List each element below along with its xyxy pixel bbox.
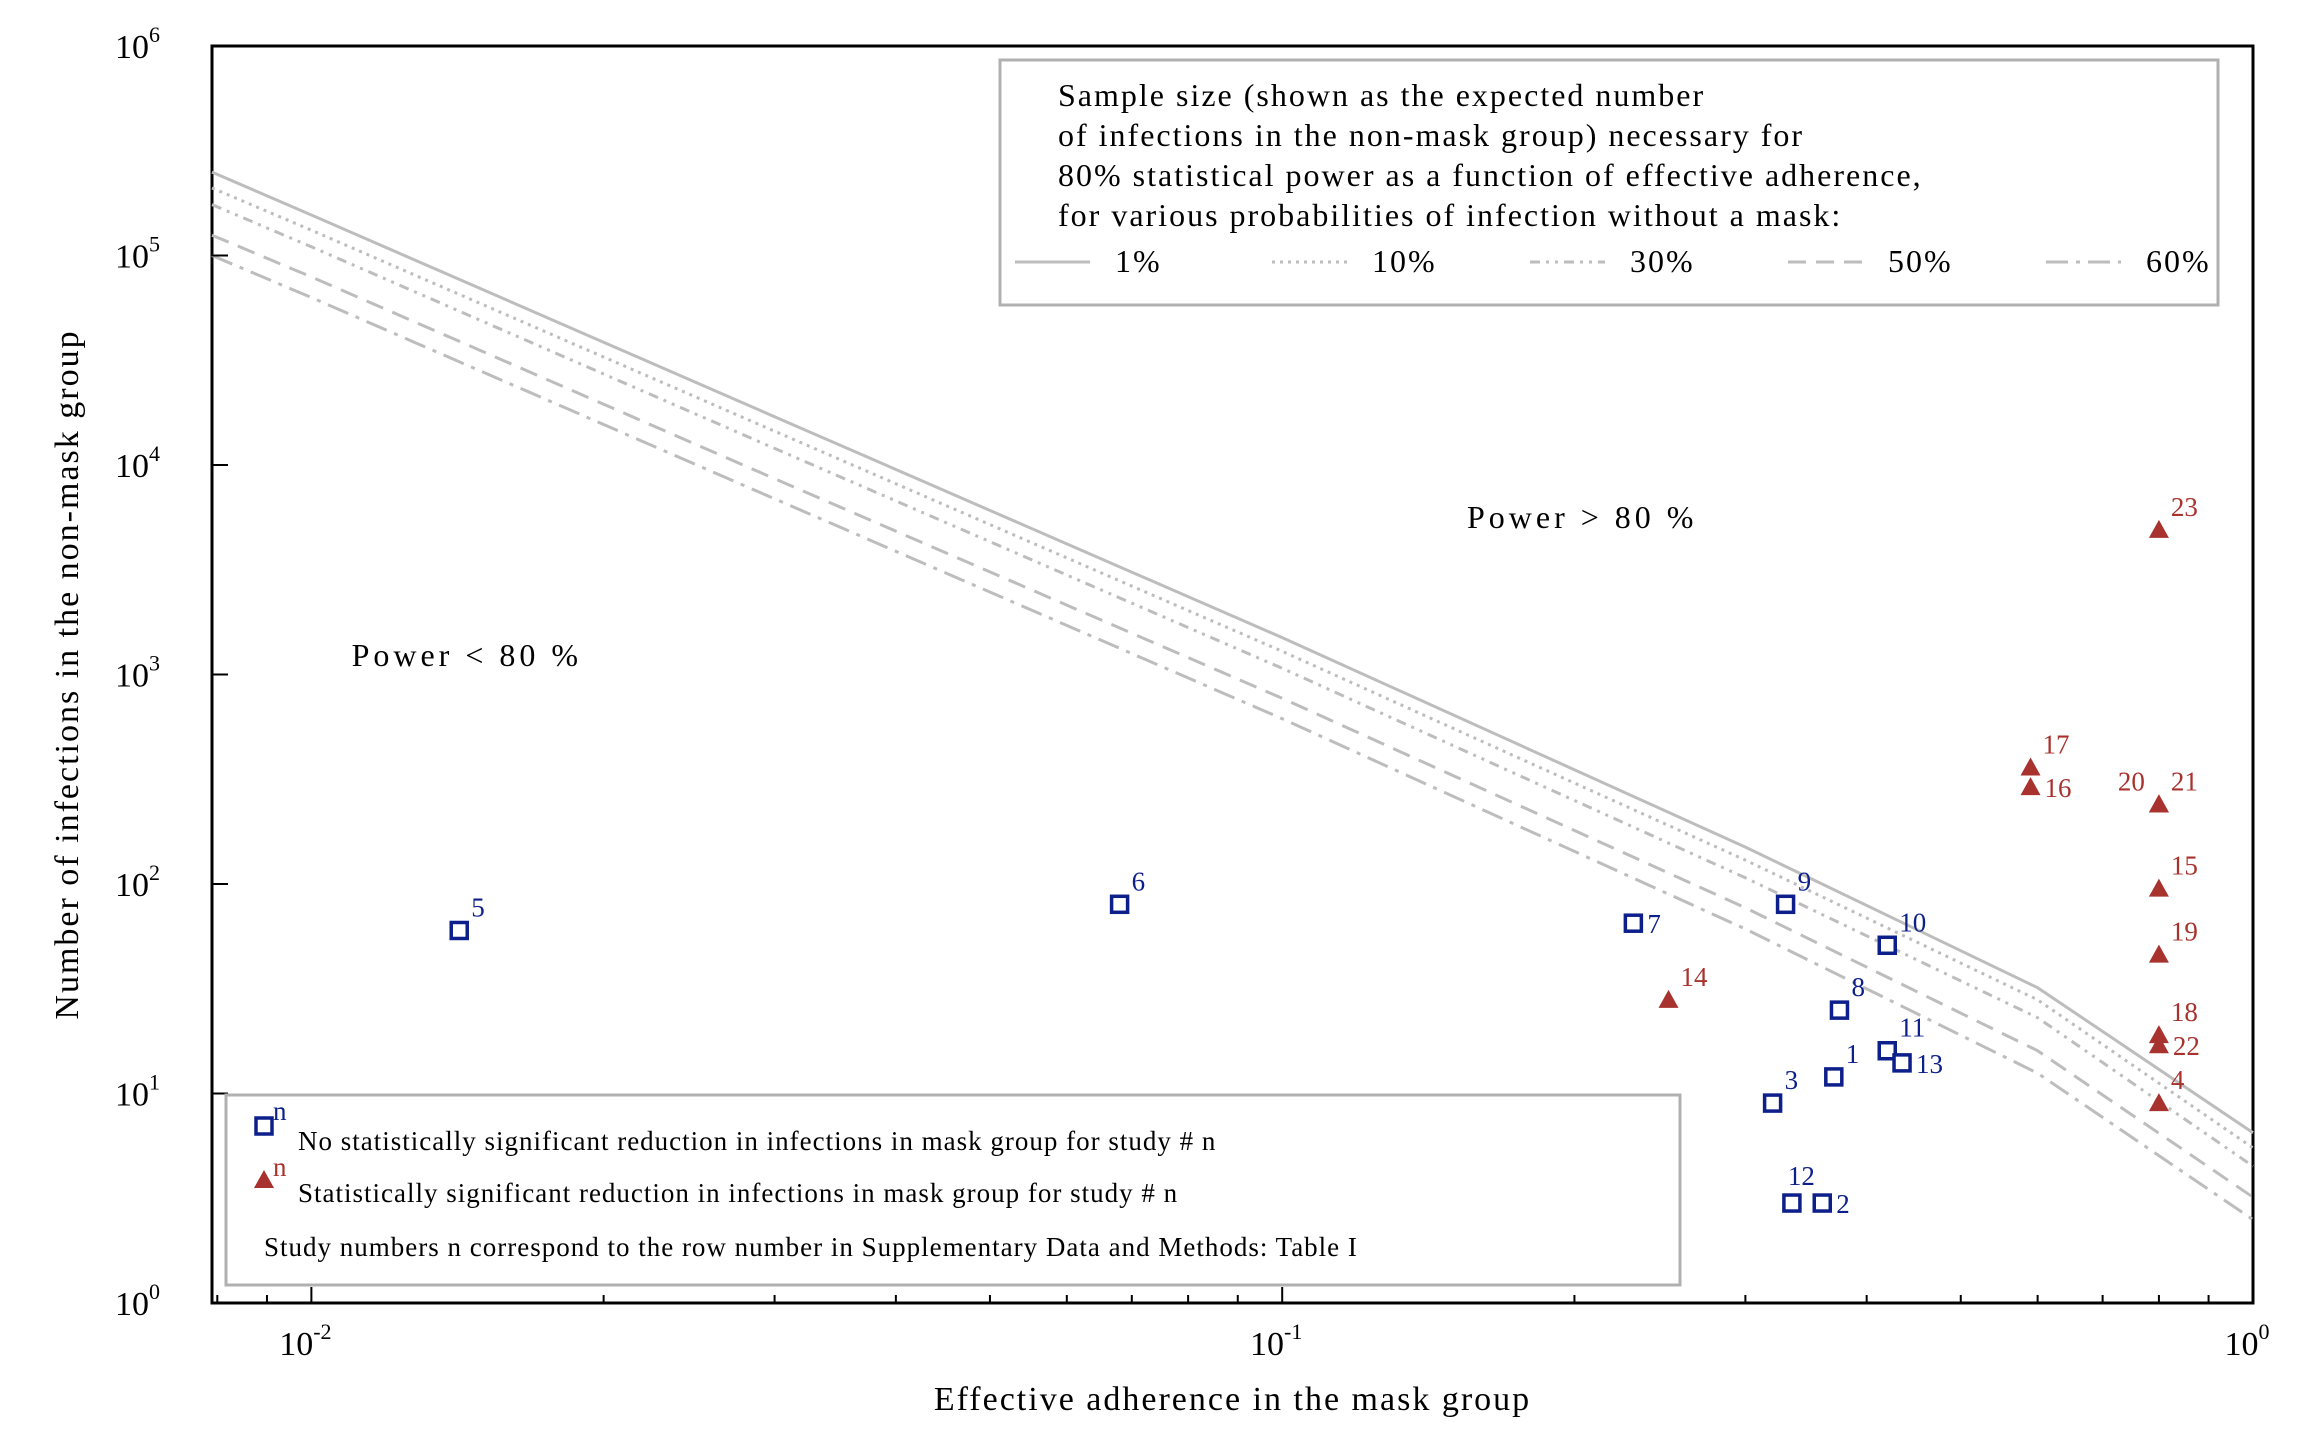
nonsignificant-study-marker [1824,1067,1844,1087]
study-number-label: 3 [1785,1065,1799,1095]
curve-legend-label: 30% [1630,243,1695,279]
legend-marker-letter: n [273,1152,287,1182]
significant-study-marker [2148,1035,2169,1054]
study-number-label: 10 [1899,907,1926,937]
study-number-label: 22 [2173,1031,2200,1061]
significant-study-marker [2148,878,2169,897]
y-tick-label: 101 [115,1070,160,1114]
x-axis: 10-2 10-1 100 [216,1287,2270,1363]
significant-study-marker [1658,989,1679,1008]
power-curve-30pct [211,203,2254,1168]
significant-study-marker [2148,1025,2169,1044]
legend-not-significant-text: No statistically significant reduction i… [298,1126,1216,1156]
legend-square-marker [254,1116,274,1136]
study-number-label: 9 [1798,866,1812,896]
study-number-label: 17 [2043,729,2070,759]
curve-legend-title-line: for various probabilities of infection w… [1058,197,1842,233]
nonsignificant-study-marker [1109,894,1130,915]
y-tick-label: 104 [115,441,160,485]
nonsignificant-study-marker [1782,1193,1802,1213]
x-tick-label: 10-1 [1250,1319,1302,1363]
legend-marker-letter: n [273,1096,287,1126]
study-number-label: 15 [2171,851,2198,881]
region-label: Power > 80 % [1467,499,1697,535]
legend-note-text: Study numbers n correspond to the row nu… [264,1232,1358,1262]
study-number-label: 4 [2171,1065,2185,1095]
legend-significant-text: Statistically significant reduction in i… [298,1178,1178,1208]
legend-triangle-marker [254,1170,274,1188]
study-number-label: 6 [1132,866,1146,896]
marker-legend-box [224,1093,1682,1287]
y-tick-label: 105 [115,232,160,276]
y-tick-label: 102 [115,860,160,904]
y-axis-label: Number of infections in the non-mask gro… [49,329,86,1019]
study-number-label: 16 [2045,773,2072,803]
curve-legend-label: 1% [1115,243,1162,279]
study-number-label: 13 [1916,1049,1943,1079]
study-number-label: 20 [2118,766,2145,796]
nonsignificant-study-marker [1762,1093,1783,1113]
study-number-label: 5 [471,892,485,922]
power-curve-60pct [211,254,2254,1221]
power-curve-50pct [211,233,2254,1199]
curve-legend-title-line: of infections in the non-mask group) nec… [1058,117,1804,153]
nonsignificant-study-marker [1623,913,1644,933]
curve-legend-title-line: 80% statistical power as a function of e… [1058,157,1923,193]
nonsignificant-study-marker [449,920,469,941]
curve-legend-box [998,58,2220,307]
significant-study-marker [2148,944,2169,963]
nonsignificant-study-marker [1775,894,1796,915]
x-axis-label: Effective adherence in the mask group [934,1381,1531,1418]
significant-study-marker [2148,1093,2169,1112]
study-number-label: 21 [2171,766,2198,796]
y-tick-label: 103 [115,651,160,695]
nonsignificant-study-marker [1892,1053,1912,1073]
curve-legend-label: 50% [1888,243,1953,279]
nonsignificant-study-marker [1829,1000,1850,1020]
x-tick-label: 100 [2225,1319,2270,1363]
significant-study-marker [2020,757,2041,776]
x-tick-label: 10-2 [279,1319,331,1363]
y-tick-label: 106 [115,22,160,66]
nonsignificant-study-marker [1877,935,1897,956]
study-number-label: 18 [2171,997,2198,1027]
curve-legend-title-line: Sample size (shown as the expected numbe… [1058,77,1705,113]
power-regions: Power > 80 % Power < 80 % [352,499,1697,673]
curve-legend: Sample size (shown as the expected numbe… [998,58,2220,307]
y-axis: 100 101 102 103 104 105 106 [115,22,228,1323]
study-number-label: 11 [1899,1013,1925,1043]
significant-study-marker [2020,777,2041,796]
y-tick-label: 100 [115,1279,160,1323]
nonsignificant-study-marker [1877,1040,1897,1061]
study-number-label: 19 [2171,917,2198,947]
power-curves [211,170,2254,1221]
study-number-label: 14 [1681,962,1709,992]
study-number-label: 2 [1836,1189,1850,1219]
study-number-label: 8 [1851,972,1865,1002]
study-number-label: 23 [2171,492,2198,522]
nonsignificant-study-marker [1812,1193,1833,1213]
curve-legend-label: 60% [2146,243,2211,279]
marker-legend: n No statistically significant reduction … [224,1093,1682,1287]
study-number-label: 12 [1788,1161,1815,1191]
significant-study-marker [2148,794,2169,813]
study-number-label: 7 [1647,909,1661,939]
power-curve-1pct [211,170,2254,1134]
study-number-label: 1 [1846,1039,1860,1069]
significant-study-marker [2148,519,2169,538]
region-label: Power < 80 % [352,637,582,673]
curve-legend-label: 10% [1372,243,1437,279]
